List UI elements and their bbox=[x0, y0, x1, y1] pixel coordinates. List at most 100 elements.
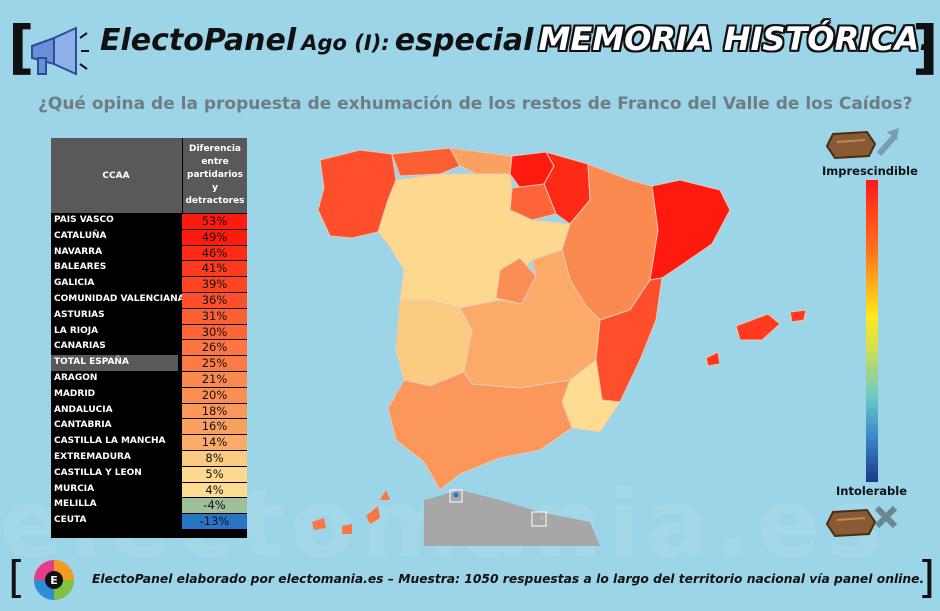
region-canarias-4 bbox=[366, 506, 380, 524]
row-region: CANARIAS bbox=[54, 341, 106, 352]
row-value: 25% bbox=[182, 355, 247, 371]
table-row: GALICIA 39% bbox=[51, 276, 247, 292]
row-region: CANTABRIA bbox=[54, 420, 112, 431]
electomania-logo: E bbox=[34, 560, 74, 600]
header-bracket-right: ] bbox=[912, 13, 939, 81]
megaphone-icon bbox=[31, 26, 89, 76]
row-value: 30% bbox=[182, 323, 247, 340]
header-diff-line: detractores bbox=[185, 196, 245, 206]
table-row: ASTURIAS 31% bbox=[51, 307, 247, 324]
row-value: 36% bbox=[182, 291, 247, 308]
table-row: CASTILLA Y LEON 5% bbox=[51, 465, 247, 482]
row-value: -13% bbox=[182, 513, 247, 529]
table-row: CANARIAS 26% bbox=[51, 339, 247, 356]
row-region: ARAGON bbox=[54, 372, 98, 383]
region-baleares-ibiza bbox=[705, 351, 721, 367]
survey-question: ¿Qué opina de la propuesta de exhumación… bbox=[38, 94, 913, 114]
footer-note: ElectoPanel elaborado por electomania.es… bbox=[92, 572, 925, 586]
region-canarias-5 bbox=[380, 490, 390, 500]
title-topic: MEMORIA HISTÓRICA bbox=[538, 20, 920, 58]
title-period: . bbox=[919, 23, 931, 58]
row-region: LA RIOJA bbox=[54, 325, 99, 336]
row-value: 53% bbox=[182, 213, 247, 229]
footer-bracket-left: [ bbox=[8, 552, 26, 603]
table-row: TOTAL ESPAÑA 25% bbox=[51, 355, 247, 371]
table-row: ARAGON 21% bbox=[51, 370, 247, 387]
row-value: 4% bbox=[182, 481, 247, 498]
title-especial: especial bbox=[394, 23, 534, 58]
table-row: CANTABRIA 16% bbox=[51, 418, 247, 435]
row-value: 26% bbox=[182, 339, 247, 356]
row-value: 49% bbox=[182, 228, 247, 245]
page-title: ElectoPanel Ago (I): especial MEMORIA HI… bbox=[100, 20, 931, 80]
table-row: LA RIOJA 30% bbox=[51, 323, 247, 340]
region-baleares-menorca bbox=[789, 309, 807, 323]
row-region: NAVARRA bbox=[54, 246, 103, 257]
header-diff-line: Diferencia bbox=[188, 144, 242, 154]
row-region: TOTAL ESPAÑA bbox=[51, 355, 178, 371]
table-row: ANDALUCIA 18% bbox=[51, 402, 247, 419]
legend-top-label: Imprescindible bbox=[822, 164, 918, 178]
region-melilla bbox=[531, 511, 547, 527]
table-row: PAIS VASCO 53% bbox=[51, 213, 247, 229]
results-table: CCAA Diferencia entre partidarios y detr… bbox=[51, 138, 247, 538]
coffin-x-icon bbox=[825, 505, 898, 538]
row-region: PAIS VASCO bbox=[54, 215, 114, 225]
table-row: MADRID 20% bbox=[51, 386, 247, 403]
header-diff-line: partidarios bbox=[187, 170, 243, 180]
row-value: 14% bbox=[182, 434, 247, 450]
table-header: CCAA Diferencia entre partidarios y detr… bbox=[51, 138, 247, 213]
table-row: CASTILLA LA MANCHA 14% bbox=[51, 434, 247, 450]
legend-bottom-label: Intolerable bbox=[836, 484, 908, 498]
region-asturias bbox=[391, 147, 461, 177]
header-diff-line: y bbox=[212, 183, 218, 193]
header-region: CCAA bbox=[102, 170, 130, 181]
row-region: MURCIA bbox=[54, 483, 95, 494]
table-row: CEUTA -13% bbox=[51, 513, 247, 529]
row-region: CEUTA bbox=[54, 515, 87, 526]
table-row: COMUNIDAD VALENCIANA 36% bbox=[51, 291, 247, 308]
row-value: 5% bbox=[182, 465, 247, 482]
row-value: 16% bbox=[182, 418, 247, 435]
row-region: EXTREMADURA bbox=[54, 451, 131, 462]
table-body: PAIS VASCO 53% CATALUÑA 49% NAVARRA 46% BALEAR… bbox=[51, 213, 247, 529]
row-region: ANDALUCIA bbox=[54, 404, 113, 415]
header-diff-line: entre bbox=[201, 157, 229, 167]
coffin-arrow-up-icon bbox=[825, 128, 899, 160]
row-region: ASTURIAS bbox=[54, 309, 105, 320]
table-row: EXTREMADURA 8% bbox=[51, 449, 247, 466]
row-region: CASTILLA Y LEON bbox=[54, 467, 142, 478]
row-value: 18% bbox=[182, 402, 247, 419]
title-edition: Ago (I): bbox=[301, 31, 390, 55]
row-region: MADRID bbox=[54, 388, 96, 399]
row-value: -4% bbox=[182, 497, 247, 514]
row-region: BALEARES bbox=[54, 262, 107, 273]
row-value: 20% bbox=[182, 386, 247, 403]
region-canarias-2 bbox=[312, 518, 326, 530]
region-cantabria bbox=[449, 147, 513, 175]
row-region: CATALUÑA bbox=[54, 230, 107, 241]
row-value: 31% bbox=[182, 307, 247, 324]
region-ceuta bbox=[449, 489, 463, 503]
title-brand: ElectoPanel bbox=[100, 23, 297, 58]
row-region: MELILLA bbox=[54, 499, 97, 510]
header-bracket-left: [ bbox=[8, 13, 35, 81]
row-region: GALICIA bbox=[54, 278, 95, 289]
footer-bracket-right: ] bbox=[918, 552, 936, 603]
region-cataluna bbox=[649, 179, 731, 281]
table-row: MELILLA -4% bbox=[51, 497, 247, 514]
table-row: MURCIA 4% bbox=[51, 481, 247, 498]
north-africa bbox=[424, 490, 600, 546]
row-value: 46% bbox=[182, 244, 247, 261]
svg-text:E: E bbox=[50, 574, 58, 587]
header-difference: Diferencia entre partidarios y detractor… bbox=[182, 138, 247, 213]
row-region: CASTILLA LA MANCHA bbox=[54, 436, 166, 447]
table-row: NAVARRA 46% bbox=[51, 244, 247, 261]
row-value: 41% bbox=[182, 260, 247, 277]
table-row: BALEARES 41% bbox=[51, 260, 247, 277]
legend-gradient bbox=[866, 180, 878, 482]
row-region: COMUNIDAD VALENCIANA bbox=[54, 293, 185, 304]
spain-map bbox=[312, 147, 807, 546]
table-row: CATALUÑA 49% bbox=[51, 228, 247, 245]
region-andalucia bbox=[387, 371, 573, 491]
